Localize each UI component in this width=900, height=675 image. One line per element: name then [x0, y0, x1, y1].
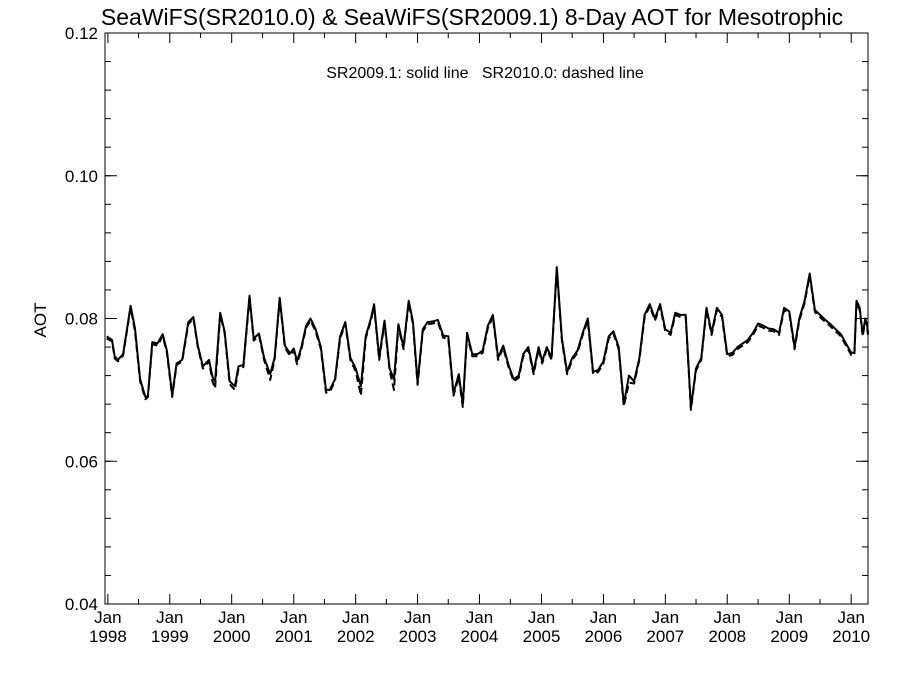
- y-axis: 0.04 0.06 0.08 0.10 0.12: [65, 24, 868, 614]
- series-layer: [106, 266, 869, 411]
- x-axis: Jan1998Jan1999Jan2000Jan2001Jan2002Jan20…: [89, 33, 870, 646]
- x-tick-year: 2005: [523, 627, 561, 646]
- x-tick-month: Jan: [837, 608, 864, 627]
- y-axis-label: AOT: [31, 303, 50, 338]
- x-tick-year: 2000: [213, 627, 251, 646]
- chart-title: SeaWiFS(SR2010.0) & SeaWiFS(SR2009.1) 8-…: [101, 4, 843, 30]
- series-line-sr2010-0-dashed: [106, 268, 869, 411]
- x-tick-month: Jan: [776, 608, 803, 627]
- x-tick-month: Jan: [466, 608, 493, 627]
- x-tick-month: Jan: [528, 608, 555, 627]
- x-tick-month: Jan: [590, 608, 617, 627]
- series-line-sr2009-1-solid: [106, 266, 869, 409]
- x-tick-month: Jan: [94, 608, 121, 627]
- x-tick-year: 2010: [832, 627, 870, 646]
- y-tick-label: 0.06: [65, 452, 98, 471]
- x-tick-month: Jan: [404, 608, 431, 627]
- x-tick-year: 2009: [770, 627, 808, 646]
- y-tick-label: 0.10: [65, 167, 98, 186]
- x-tick-year: 2008: [708, 627, 746, 646]
- y-tick-label: 0.12: [65, 24, 98, 43]
- x-tick-month: Jan: [714, 608, 741, 627]
- x-tick-month: Jan: [156, 608, 183, 627]
- x-tick-year: 1998: [89, 627, 127, 646]
- x-tick-year: 1999: [151, 627, 189, 646]
- x-tick-month: Jan: [342, 608, 369, 627]
- x-tick-year: 2006: [585, 627, 623, 646]
- y-tick-label: 0.04: [65, 595, 98, 614]
- line-style-annotation: SR2009.1: solid line SR2010.0: dashed li…: [326, 65, 644, 82]
- x-tick-month: Jan: [218, 608, 245, 627]
- x-tick-year: 2003: [399, 627, 437, 646]
- x-tick-year: 2007: [646, 627, 684, 646]
- x-tick-year: 2001: [275, 627, 313, 646]
- x-tick-month: Jan: [280, 608, 307, 627]
- x-tick-year: 2002: [337, 627, 375, 646]
- x-tick-year: 2004: [461, 627, 499, 646]
- x-tick-month: Jan: [652, 608, 679, 627]
- y-tick-label: 0.08: [65, 310, 98, 329]
